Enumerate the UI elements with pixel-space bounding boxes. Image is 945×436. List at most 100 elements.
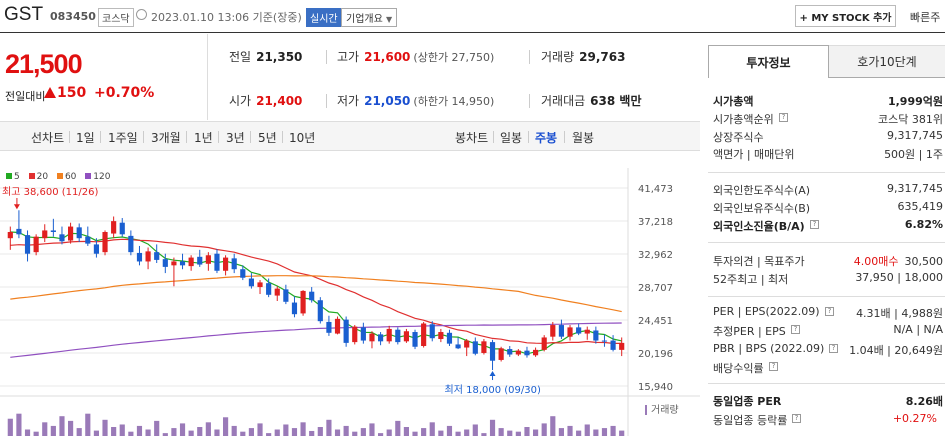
volume-bar	[446, 425, 453, 436]
help-icon[interactable]: ?	[792, 414, 801, 423]
candle-body	[455, 344, 461, 349]
candle-monthly[interactable]: 월봉	[572, 131, 595, 145]
tab-orderbook[interactable]: 호가10단계	[829, 45, 945, 78]
candle-body	[541, 337, 547, 350]
panel-divider	[708, 383, 945, 384]
help-icon[interactable]: ?	[791, 325, 800, 334]
info-label: PBR | BPS (2022.09)	[713, 342, 825, 355]
info-label: 시가총액순위	[713, 113, 774, 126]
annotation-high: 최고 38,600 (11/26)	[2, 186, 98, 198]
divider	[143, 131, 144, 143]
divider	[529, 50, 530, 64]
candle-body	[188, 257, 194, 267]
volume-bar	[352, 431, 358, 436]
candle-body	[369, 333, 375, 342]
volume-bar	[309, 430, 315, 436]
info-value: 635,419	[897, 200, 944, 213]
candle-body	[50, 230, 56, 232]
candle-chart-label: 봉차트	[455, 131, 489, 145]
open-label: 시가	[229, 94, 252, 108]
add-mystock-button[interactable]: + MY STOCK 추가	[795, 5, 896, 27]
company-info-dropdown[interactable]: 기업개요 ▼	[341, 8, 398, 27]
volume-bar	[455, 431, 461, 436]
candle-body	[291, 302, 298, 315]
period-1w[interactable]: 1주일	[108, 131, 138, 145]
fast-link[interactable]: 빠른주	[910, 11, 941, 24]
volume-bar	[343, 425, 349, 436]
candle-body	[472, 341, 478, 354]
change-percent: +0.70%	[94, 85, 155, 101]
volume-bar	[601, 428, 608, 436]
candle-body	[489, 342, 496, 361]
candle-weekly[interactable]: 주봉	[535, 131, 558, 145]
volume-bar	[291, 428, 298, 436]
ma-line-120	[10, 322, 622, 358]
help-icon[interactable]: ?	[829, 344, 838, 353]
volume-bar	[128, 431, 134, 436]
price-chart[interactable]: 41,473 37,218 32,962 28,707 24,451 20,196 15,9…	[0, 168, 700, 436]
volume-bar	[33, 431, 39, 436]
candle-body	[93, 244, 99, 254]
period-1d[interactable]: 1일	[76, 131, 95, 145]
tab-invest-info[interactable]: 투자정보	[708, 45, 829, 78]
up-triangle-icon	[44, 87, 56, 98]
candle-body	[481, 341, 487, 353]
volume-bar	[274, 429, 280, 436]
volume-bar	[412, 431, 418, 436]
volume-bar	[326, 419, 332, 436]
change-label: 전일대비	[5, 90, 46, 103]
help-icon[interactable]: ?	[769, 362, 778, 371]
volume-bar	[472, 424, 478, 436]
volume-legend-swatch	[645, 405, 647, 415]
period-3y[interactable]: 3년	[226, 131, 245, 145]
change-value: 150	[44, 85, 86, 101]
ma-line-5	[10, 231, 622, 355]
info-value: 1.04배 | 20,649원	[849, 344, 943, 357]
candle-body	[214, 253, 220, 271]
volume-bar	[205, 422, 211, 436]
info-value-red: 4.00매수	[853, 255, 899, 268]
info-value: N/A | N/A	[893, 323, 943, 336]
help-icon[interactable]: ?	[779, 113, 788, 122]
company-info-label: 기업개요	[346, 14, 383, 25]
volume-bar	[464, 429, 470, 436]
volume-bar	[438, 430, 444, 436]
low-price: 저가 21,050 (하한가 14,950)	[337, 92, 494, 109]
stock-name: GST	[4, 4, 44, 25]
upper-limit: (상한가 27,750)	[413, 51, 495, 64]
legend-swatch	[85, 173, 92, 179]
volume-bar	[533, 429, 539, 436]
candle-daily[interactable]: 일봉	[500, 131, 523, 145]
divider	[218, 131, 219, 143]
volume-bar	[541, 423, 547, 436]
period-3m[interactable]: 3개월	[151, 131, 181, 145]
period-10y[interactable]: 10년	[289, 131, 316, 145]
volume-bar	[610, 425, 616, 436]
info-row: 시가총액순위? 코스닥 381위	[713, 111, 945, 129]
line-chart-label: 선차트	[31, 131, 65, 145]
volume-bar	[507, 430, 513, 436]
divider	[250, 131, 251, 143]
period-5y[interactable]: 5년	[258, 131, 277, 145]
volume-bar	[421, 428, 427, 436]
divider	[69, 131, 70, 143]
info-row: PER | EPS(2022.09)? 4.31배 | 4,988원	[713, 305, 945, 323]
open-price: 시가 21,400	[229, 92, 302, 109]
candle-body	[248, 278, 254, 287]
volume-bar	[42, 422, 48, 436]
arrow-down-icon	[13, 204, 20, 210]
info-value-red: +0.27%	[892, 412, 937, 425]
candle-body	[136, 252, 143, 262]
volume-bar	[50, 425, 56, 436]
help-icon[interactable]: ?	[825, 307, 834, 316]
period-1y[interactable]: 1년	[194, 131, 213, 145]
realtime-badge[interactable]: 실시간	[306, 8, 342, 27]
volume-bar	[76, 428, 82, 436]
volume-bar	[68, 420, 74, 436]
info-row: 외국인보유주식수(B) 635,419	[713, 200, 945, 218]
divider	[326, 50, 327, 64]
volume-label: 거래량	[651, 404, 679, 416]
help-icon[interactable]: ?	[810, 220, 819, 229]
panel-divider	[708, 296, 945, 297]
info-value: 코스닥 381위	[878, 113, 943, 126]
